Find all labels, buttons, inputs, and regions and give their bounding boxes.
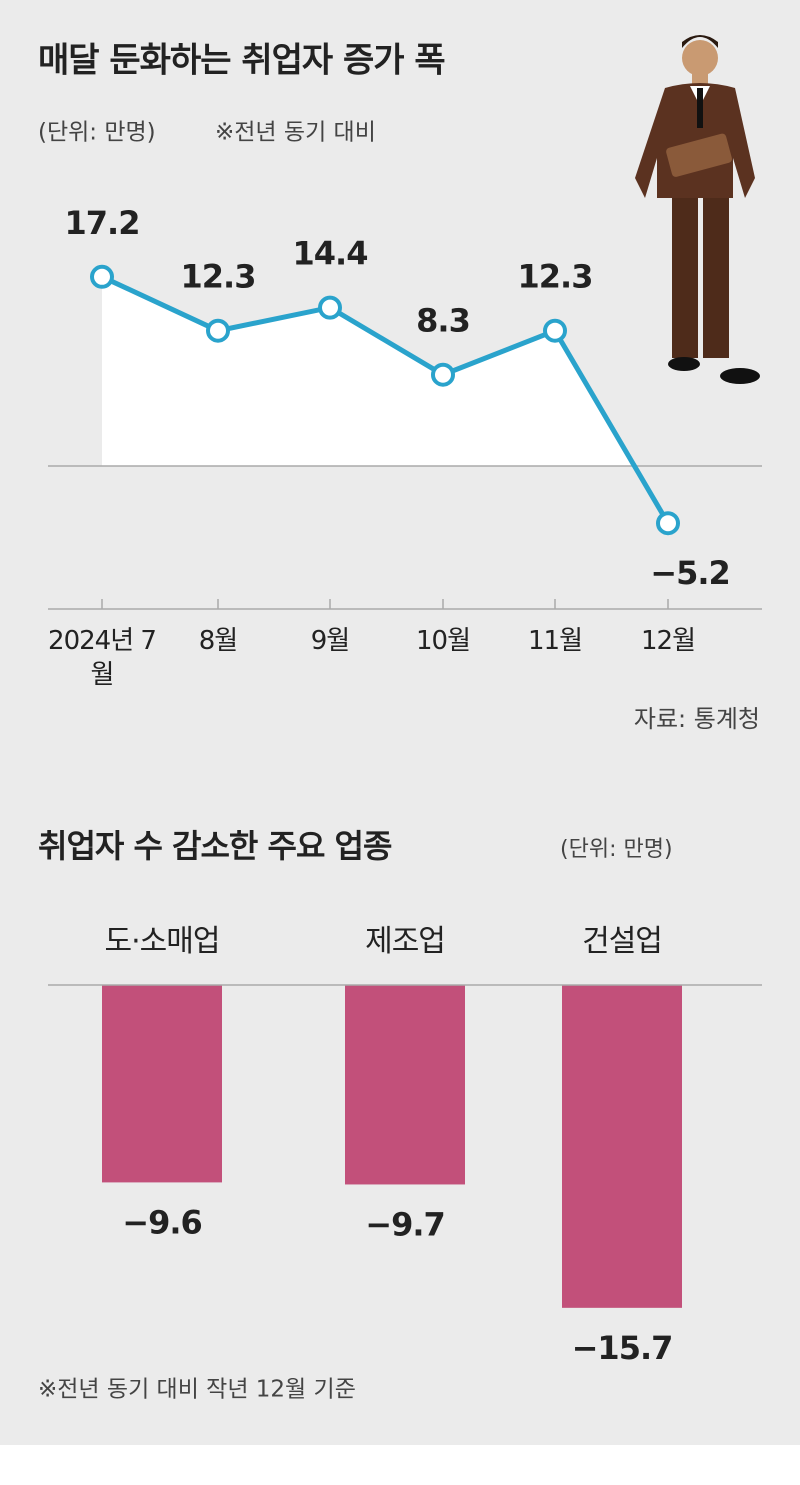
x-tick-label: 제조업 bbox=[365, 924, 446, 959]
point bbox=[90, 264, 114, 289]
x-tick-label: 10월 bbox=[415, 626, 471, 656]
x-tick-label-box: 2024년 7월 bbox=[48, 626, 157, 690]
bar bbox=[562, 985, 682, 1308]
point bbox=[206, 318, 230, 343]
bar bbox=[345, 985, 465, 1185]
illustration bbox=[635, 35, 760, 384]
value-label: 17.2 bbox=[65, 204, 140, 242]
point bbox=[318, 295, 342, 320]
x-tick-label-box: 제조업 bbox=[365, 924, 446, 959]
note: ※전년 동기 대비 작년 12월 기준 bbox=[38, 1377, 356, 1403]
x-tick-label-box: 10월 bbox=[415, 626, 471, 656]
line bbox=[100, 274, 671, 525]
chart-title: 취업자 수 감소한 주요 업종 bbox=[38, 827, 392, 865]
area bbox=[102, 276, 668, 466]
x-tick-label-box: 건설업 bbox=[582, 924, 663, 959]
value-label: −5.2 bbox=[650, 554, 730, 592]
unit: (단위: 만명) bbox=[560, 837, 673, 862]
x-tick-label-box: 12월 bbox=[640, 626, 696, 656]
value-label: 14.4 bbox=[293, 235, 368, 273]
bar bbox=[102, 985, 222, 1183]
x-tick-label: 9월 bbox=[310, 626, 350, 656]
unit: (단위: 만명) bbox=[38, 120, 156, 146]
value-label: −15.7 bbox=[572, 1329, 673, 1367]
x-tick-label: 11월 bbox=[527, 626, 583, 656]
point bbox=[656, 511, 680, 536]
value-label: −9.6 bbox=[122, 1203, 202, 1241]
value-label: 12.3 bbox=[518, 258, 593, 296]
value-label: −9.7 bbox=[365, 1205, 445, 1243]
point bbox=[543, 318, 567, 343]
x-tick-label-box: 8월 bbox=[198, 626, 238, 656]
value-label: 12.3 bbox=[181, 258, 256, 296]
x-tick-label: 도·소매업 bbox=[104, 924, 221, 959]
x-tick-label: 12월 bbox=[640, 626, 696, 656]
point bbox=[431, 362, 455, 387]
x-tick-label-box: 도·소매업 bbox=[104, 924, 221, 959]
x-tick-label: 8월 bbox=[198, 626, 238, 656]
note: ※전년 동기 대비 bbox=[215, 120, 376, 146]
x-tick-label-box: 9월 bbox=[310, 626, 350, 656]
x-tick-label: 2024년 7월 bbox=[48, 626, 157, 690]
source: 자료: 통계청 bbox=[634, 705, 760, 733]
chart-title: 매달 둔화하는 취업자 증가 폭 bbox=[38, 41, 445, 81]
x-tick-label: 건설업 bbox=[582, 924, 663, 959]
x-tick-label-box: 11월 bbox=[527, 626, 583, 656]
value-label: 8.3 bbox=[416, 302, 470, 340]
